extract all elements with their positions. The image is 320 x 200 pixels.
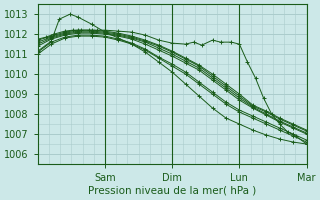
X-axis label: Pression niveau de la mer( hPa ): Pression niveau de la mer( hPa )	[88, 186, 256, 196]
